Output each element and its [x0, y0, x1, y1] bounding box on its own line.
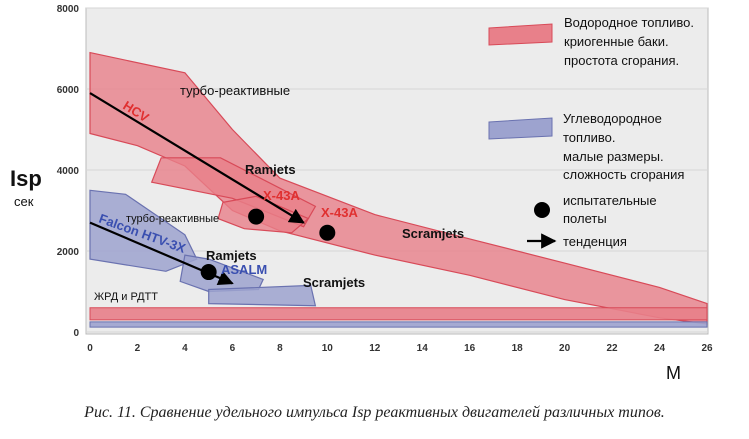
x-tick-label: 12	[369, 343, 381, 354]
y-tick-label: 6000	[57, 85, 80, 96]
y-tick-label: 8000	[57, 4, 80, 15]
legend-flights-line-2: полеты	[563, 211, 607, 226]
x-tick-label: 10	[322, 343, 334, 354]
x-tick-label: 0	[87, 343, 93, 354]
y-tick-label: 4000	[57, 166, 80, 177]
hydrocarbon-rocket-band	[89, 321, 708, 328]
x-tick-labels: 0 2 4 6 8 10 12 14 16 18 20 22 24 26	[87, 343, 713, 354]
legend-hydrocarbon-line-2: топливо.	[563, 130, 616, 145]
y-axis-unit: сек	[14, 194, 34, 209]
flight-test-point-2	[319, 224, 336, 241]
legend-hydrogen-line-3: простота сгорания.	[564, 53, 679, 68]
annotation-turbo-top: турбо-реактивные	[180, 83, 290, 98]
x-tick-label: 22	[607, 343, 619, 354]
legend-hydrogen-line-1: Водородное топливо.	[564, 15, 694, 30]
hydrocarbon-region-3	[208, 284, 317, 307]
flight-test-markers	[200, 208, 336, 281]
legend-flights-line-1: испытательные	[563, 193, 657, 208]
x-tick-label: 18	[512, 343, 524, 354]
y-tick-label: 2000	[57, 247, 80, 258]
annotation-x43a-1: X-43A	[263, 188, 300, 203]
annotation-turbo-mid: турбо-реактивные	[126, 213, 219, 225]
x-tick-label: 26	[701, 343, 713, 354]
annotation-x43a-2: X-43A	[321, 205, 358, 220]
annotation-rocket: ЖРД и РДТТ	[94, 291, 158, 303]
legend-flight-marker	[534, 202, 550, 218]
y-axis-title: Isp	[10, 166, 42, 191]
figure-caption: Рис. 11. Сравнение удельного импульса Is…	[84, 404, 665, 421]
hydrogen-rocket-band	[89, 307, 708, 321]
x-tick-label: 16	[464, 343, 476, 354]
legend: Водородное топливо. криогенные баки. про…	[488, 15, 694, 249]
x-tick-label: 24	[654, 343, 666, 354]
isp-comparison-chart: 0 2 4 6 8 10 12 14 16 18 20 22 24 26 0200040006000800…	[10, 4, 713, 383]
x-tick-label: 20	[559, 343, 571, 354]
x-tick-label: 6	[230, 343, 236, 354]
x-tick-label: 4	[182, 343, 188, 354]
annotation-scramjets-top: Scramjets	[402, 226, 464, 241]
flight-test-point-3	[200, 264, 217, 281]
legend-hydrocarbon-line-4: сложность сгорания	[563, 167, 684, 182]
legend-swatch-hydrocarbon	[488, 117, 553, 140]
x-tick-label: 8	[277, 343, 283, 354]
annotation-scramjets-bottom: Scramjets	[303, 275, 365, 290]
flight-test-point-1	[248, 208, 265, 225]
annotation-ramjets-top: Ramjets	[245, 162, 296, 177]
y-tick-labels: 0 2000 4000 6000 8000	[57, 4, 80, 339]
annotation-asalm: ASALM	[221, 262, 267, 277]
legend-trend-label: тенденция	[563, 234, 627, 249]
trend-arrow-1	[89, 92, 305, 224]
x-axis-title: M	[666, 363, 681, 383]
legend-hydrocarbon-line-3: малые размеры.	[563, 149, 664, 164]
x-tick-label: 2	[135, 343, 141, 354]
legend-hydrogen-line-2: криогенные баки.	[564, 34, 669, 49]
y-tick-label: 0	[73, 328, 79, 339]
x-tick-label: 14	[417, 343, 429, 354]
legend-hydrocarbon-line-1: Углеводородное	[563, 111, 662, 126]
annotation-ramjets-bottom: Ramjets	[206, 248, 257, 263]
legend-swatch-hydrogen	[488, 23, 553, 46]
